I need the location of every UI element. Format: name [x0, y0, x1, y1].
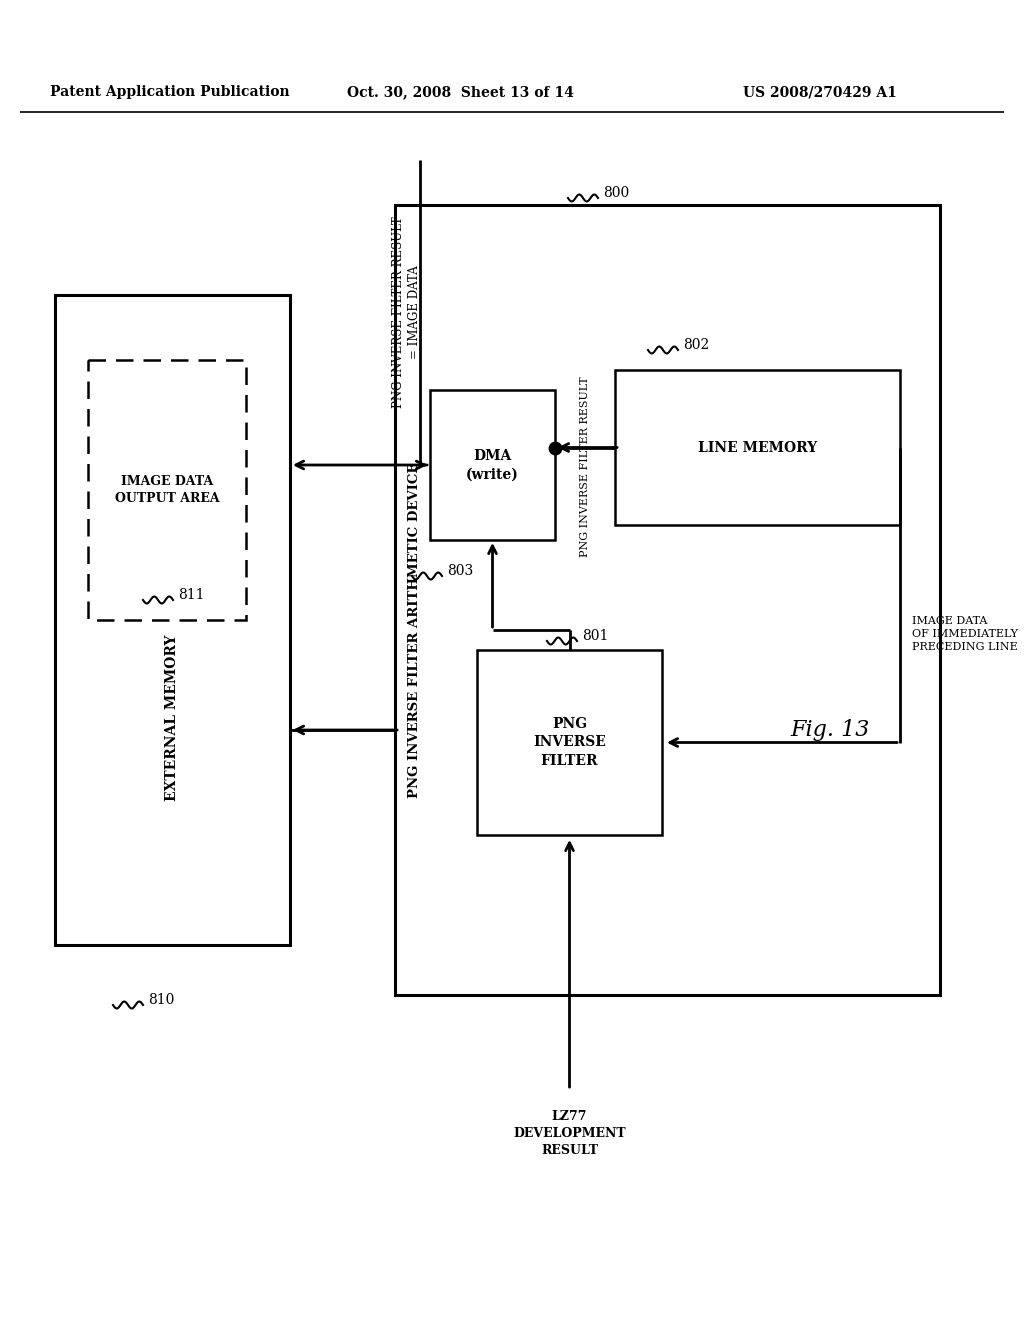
Text: PNG INVERSE FILTER ARITHMETIC DEVICE: PNG INVERSE FILTER ARITHMETIC DEVICE	[409, 462, 422, 797]
Bar	[430, 389, 555, 540]
Text: US 2008/270429 A1: US 2008/270429 A1	[743, 84, 897, 99]
Text: Oct. 30, 2008  Sheet 13 of 14: Oct. 30, 2008 Sheet 13 of 14	[346, 84, 573, 99]
Text: IMAGE DATA
OUTPUT AREA: IMAGE DATA OUTPUT AREA	[115, 475, 219, 506]
Bar	[88, 360, 246, 620]
Text: EXTERNAL MEMORY: EXTERNAL MEMORY	[166, 634, 179, 801]
Text: PNG
INVERSE
FILTER: PNG INVERSE FILTER	[534, 717, 606, 768]
Text: 803: 803	[447, 564, 473, 578]
Text: LZ77
DEVELOPMENT
RESULT: LZ77 DEVELOPMENT RESULT	[513, 1110, 626, 1158]
Text: PNG INVERSE FILTER RESULT
= IMAGE DATA: PNG INVERSE FILTER RESULT = IMAGE DATA	[391, 216, 421, 408]
Bar	[55, 294, 290, 945]
Bar	[615, 370, 900, 525]
Text: 801: 801	[582, 630, 608, 643]
Text: Patent Application Publication: Patent Application Publication	[50, 84, 290, 99]
Bar	[477, 649, 662, 836]
Text: 810: 810	[148, 993, 174, 1007]
Bar	[395, 205, 940, 995]
Text: 802: 802	[683, 338, 710, 352]
Text: DMA
(write): DMA (write)	[466, 449, 519, 482]
Text: 800: 800	[603, 186, 630, 201]
Text: LINE MEMORY: LINE MEMORY	[698, 441, 817, 454]
Text: Fig. 13: Fig. 13	[791, 719, 869, 741]
Text: PNG INVERSE FILTER RESULT: PNG INVERSE FILTER RESULT	[580, 376, 590, 557]
Text: 811: 811	[178, 587, 205, 602]
Text: IMAGE DATA
OF IMMEDIATELY
PRECEDING LINE: IMAGE DATA OF IMMEDIATELY PRECEDING LINE	[912, 615, 1018, 652]
